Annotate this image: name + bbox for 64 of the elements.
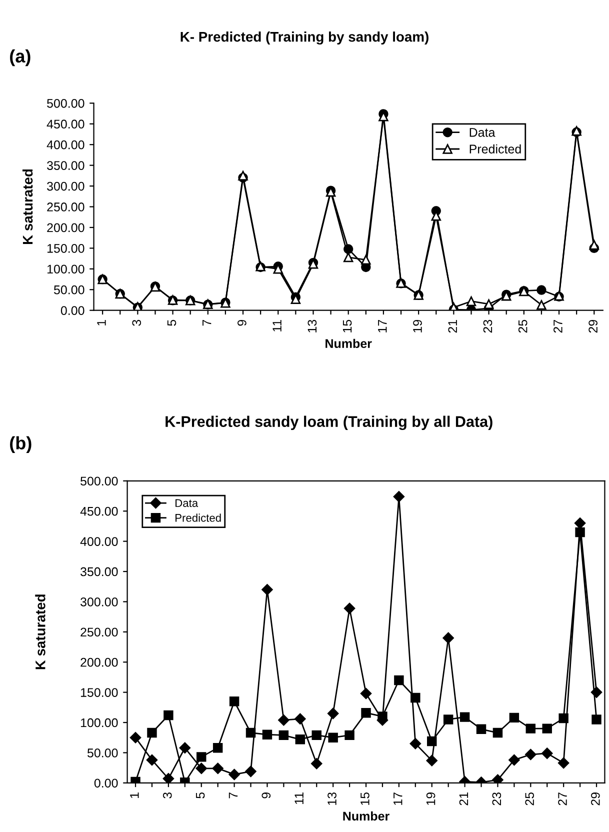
x-tick-label: 17 bbox=[378, 320, 387, 332]
x-tick-label: 7 bbox=[228, 792, 238, 798]
x-tick-label: 25 bbox=[525, 792, 534, 806]
y-tick-label: 200.00 bbox=[47, 223, 84, 232]
legend-label: Predicted bbox=[470, 144, 521, 154]
x-tick-label: 9 bbox=[238, 320, 246, 326]
x-tick-label: 29 bbox=[588, 320, 598, 333]
legend-label: Data bbox=[470, 128, 496, 137]
x-tick-label: 15 bbox=[342, 320, 352, 332]
x-tick-label: 15 bbox=[360, 792, 370, 805]
x-tick-label: 3 bbox=[162, 792, 172, 798]
x-axis-title: Number bbox=[326, 338, 372, 348]
legend-label: Data bbox=[176, 499, 198, 508]
x-tick-label: 19 bbox=[413, 320, 422, 332]
y-tick-label: 450.00 bbox=[80, 506, 118, 516]
y-tick-label: 250.00 bbox=[47, 202, 84, 212]
x-tick-label: 23 bbox=[483, 320, 492, 333]
y-tick-label: 50.00 bbox=[54, 285, 84, 294]
y-tick-label: 50.00 bbox=[87, 748, 118, 758]
y-tick-label: 0.00 bbox=[94, 778, 118, 788]
y-tick-label: 350.00 bbox=[47, 161, 84, 170]
y-tick-label: 400.00 bbox=[46, 140, 84, 150]
y-tick-label: 200.00 bbox=[80, 658, 118, 667]
x-tick-label: 7 bbox=[202, 320, 212, 326]
x-tick-label: 13 bbox=[328, 792, 336, 805]
x-tick-label: 27 bbox=[558, 792, 567, 806]
y-tick-label: 350.00 bbox=[80, 567, 118, 576]
x-tick-label: 5 bbox=[167, 320, 176, 326]
x-tick-label: 1 bbox=[97, 320, 106, 326]
y-tick-label: 300.00 bbox=[47, 182, 84, 191]
y-tick-label: 300.00 bbox=[80, 598, 118, 606]
y-axis-title: K saturated bbox=[22, 169, 33, 244]
y-tick-label: 100.00 bbox=[80, 718, 118, 728]
x-tick-label: 1 bbox=[130, 792, 139, 798]
legend-label: Predicted bbox=[176, 514, 221, 522]
y-tick-label: 500.00 bbox=[80, 476, 118, 486]
x-tick-label: 19 bbox=[426, 792, 436, 805]
y-axis-title: K saturated bbox=[35, 594, 46, 670]
x-tick-label: 21 bbox=[448, 320, 457, 333]
chart-title: K- Predicted (Training by sandy loam) bbox=[180, 32, 428, 45]
y-tick-label: 500.00 bbox=[47, 98, 84, 108]
y-tick-label: 100.00 bbox=[47, 264, 84, 274]
x-tick-label: 29 bbox=[591, 792, 600, 806]
x-tick-label: 9 bbox=[262, 792, 271, 798]
x-tick-label: 25 bbox=[518, 320, 528, 333]
x-tick-label: 5 bbox=[196, 792, 205, 798]
x-tick-label: 3 bbox=[132, 320, 142, 326]
x-axis-title: Number bbox=[343, 811, 390, 821]
x-tick-label: 21 bbox=[459, 792, 468, 806]
y-tick-label: 250.00 bbox=[80, 628, 118, 637]
text: (a) bbox=[10, 49, 30, 66]
y-tick-label: 450.00 bbox=[46, 120, 84, 129]
x-tick-label: 11 bbox=[272, 320, 282, 332]
text: (b) bbox=[10, 436, 32, 454]
x-tick-label: 27 bbox=[554, 320, 562, 333]
x-tick-label: 23 bbox=[492, 792, 502, 806]
y-tick-label: 0.00 bbox=[60, 306, 84, 315]
y-tick-label: 400.00 bbox=[80, 537, 118, 546]
x-tick-label: 11 bbox=[294, 792, 304, 804]
x-tick-label: 13 bbox=[308, 320, 317, 332]
y-tick-label: 150.00 bbox=[80, 688, 118, 697]
y-tick-label: 150.00 bbox=[47, 244, 84, 253]
chart-title: K-Predicted sandy loam (Training by all Data) bbox=[166, 416, 492, 430]
x-tick-label: 17 bbox=[394, 792, 402, 805]
